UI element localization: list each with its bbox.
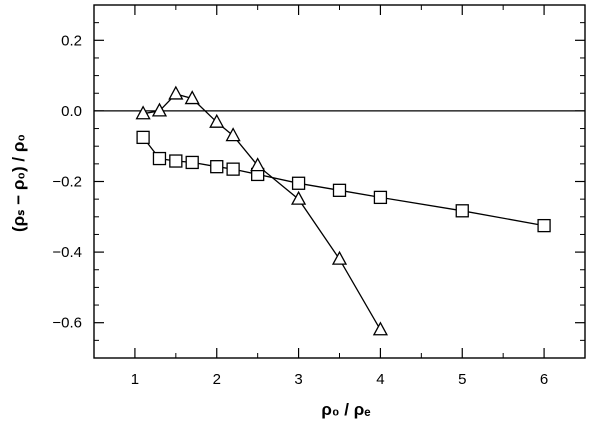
- square-marker: [373, 190, 388, 205]
- triangle-marker: [135, 105, 151, 120]
- square-marker: [136, 130, 150, 145]
- triangle-marker: [168, 85, 184, 100]
- triangle-marker: [151, 102, 168, 117]
- y-tick-label: −0.4: [52, 244, 82, 261]
- y-tick-label: −0.2: [52, 174, 82, 191]
- square-marker: [291, 176, 306, 190]
- triangle-marker: [372, 321, 389, 336]
- axis-labels: ρ₀ / ρₑ (ρₛ − ρ₀) / ρ₀: [9, 134, 371, 419]
- series-triangle: [135, 85, 389, 336]
- square-marker: [185, 155, 199, 170]
- x-tick-label: 4: [376, 371, 384, 388]
- series-layer: [135, 85, 551, 336]
- series-line-triangle: [142, 93, 381, 331]
- triangle-marker: [209, 113, 225, 128]
- x-tick-label: 2: [213, 371, 221, 388]
- y-axis-label: (ρₛ − ρ₀) / ρ₀: [9, 134, 28, 232]
- triangle-marker: [250, 157, 266, 172]
- x-tick-label: 6: [540, 371, 548, 388]
- plot-frame: [93, 4, 586, 359]
- axis-ticks: [93, 4, 586, 359]
- series-square: [136, 130, 551, 233]
- triangle-marker: [331, 250, 348, 265]
- y-tick-label: 0.2: [61, 32, 82, 49]
- square-marker: [332, 183, 347, 197]
- y-tick-label: −0.6: [52, 315, 82, 332]
- triangle-marker: [225, 127, 241, 142]
- x-tick-label: 1: [131, 371, 139, 388]
- square-marker: [226, 162, 240, 176]
- square-marker: [169, 154, 183, 168]
- square-marker: [455, 204, 469, 218]
- triangle-marker: [290, 190, 307, 205]
- square-marker: [537, 218, 551, 233]
- x-axis-label: ρ₀ / ρₑ: [321, 400, 370, 419]
- x-tick-label: 5: [458, 371, 466, 388]
- y-tick-label: 0.0: [61, 103, 82, 120]
- series-line-square: [142, 137, 545, 227]
- square-marker: [152, 151, 167, 166]
- axis-tick-labels: 1 2 3 4 5 6 −0.6 −0.4 −0.2 0.0 0.2: [52, 32, 548, 388]
- square-marker: [210, 160, 224, 174]
- triangle-marker: [184, 90, 200, 105]
- plot-border: [93, 4, 586, 359]
- x-tick-label: 3: [294, 371, 302, 388]
